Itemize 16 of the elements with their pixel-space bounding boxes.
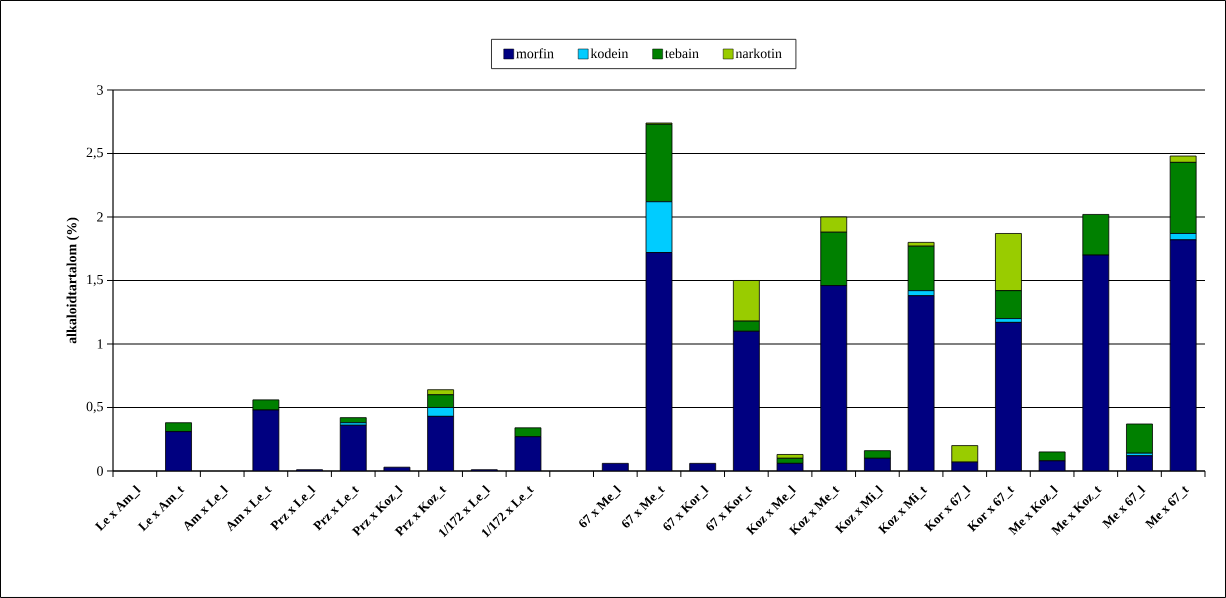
y-tick-label: 0 (97, 466, 103, 476)
y-tick-label: 1,5 (87, 274, 103, 287)
bar (776, 454, 804, 459)
x-tick-label: Me x 67_l (1101, 484, 1146, 529)
y-axis-title: alkaloidtartalom (%) (66, 217, 80, 344)
y-tick-label: 1 (97, 339, 103, 349)
legend-label: narkotin (735, 48, 782, 59)
legend-label: tebain (665, 48, 699, 59)
y-tick-label: 3 (97, 85, 103, 95)
bar (907, 245, 935, 292)
y-tick-label: 2 (97, 212, 103, 222)
legend-label: morfin (516, 48, 554, 59)
y-tick-label: 0,5 (86, 401, 103, 414)
bar (1126, 423, 1153, 454)
legend-label: kodein (590, 48, 629, 59)
y-tick-label: 2,5 (86, 147, 103, 160)
